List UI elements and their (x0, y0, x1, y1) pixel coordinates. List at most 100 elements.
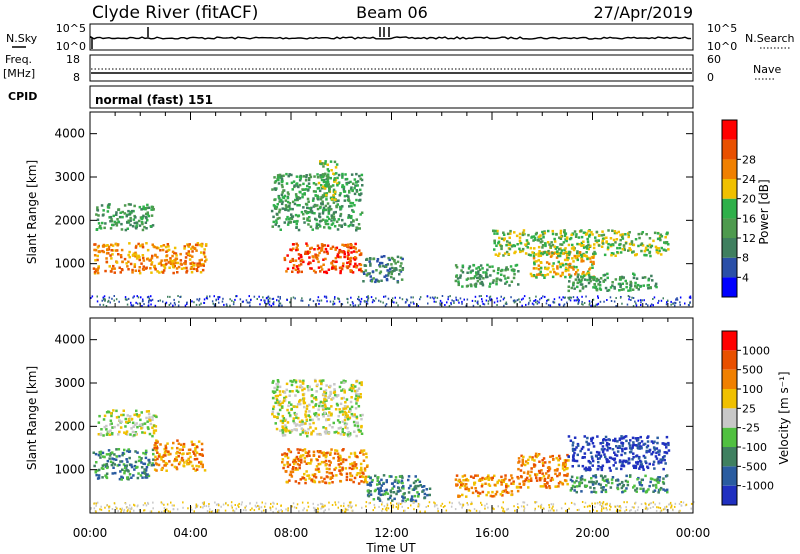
data-cell (619, 285, 622, 288)
data-cell (613, 457, 617, 460)
data-cell (352, 220, 355, 223)
data-cell (393, 267, 396, 270)
ground-scatter (127, 297, 130, 300)
data-cell (581, 276, 585, 279)
data-cell (519, 250, 522, 254)
data-cell (335, 172, 338, 175)
data-cell (134, 460, 138, 464)
data-cell (578, 484, 581, 488)
data-cell (346, 418, 350, 421)
data-cell (547, 252, 551, 255)
ground-scatter (433, 297, 435, 300)
data-cell (582, 259, 585, 263)
data-cell (271, 225, 274, 228)
data-cell (412, 488, 416, 491)
data-cell (642, 487, 645, 491)
data-cell (638, 445, 641, 448)
freq-low: 8 (73, 71, 80, 84)
data-cell (289, 450, 293, 454)
ground-scatter (93, 502, 95, 505)
ground-scatter (333, 297, 336, 300)
data-cell (96, 269, 99, 272)
data-cell (575, 490, 578, 494)
data-cell (144, 215, 148, 219)
data-cell (136, 476, 140, 480)
data-cell (176, 261, 180, 265)
data-cell (570, 233, 573, 237)
ground-scatter (556, 509, 558, 512)
data-cell (327, 212, 331, 215)
data-cell (138, 266, 141, 269)
data-cell (303, 429, 307, 433)
data-cell (352, 246, 355, 249)
data-cell (657, 462, 660, 465)
data-cell (637, 232, 640, 236)
data-cell (352, 210, 355, 213)
data-cell (591, 464, 594, 467)
data-cell (309, 418, 312, 422)
data-cell (527, 486, 530, 489)
data-cell (634, 253, 637, 257)
data-cell (129, 210, 132, 214)
ground-scatter (359, 303, 362, 306)
ground-scatter (258, 508, 260, 511)
ground-scatter (678, 502, 681, 505)
data-cell (335, 205, 338, 209)
data-cell (545, 261, 549, 264)
data-cell (359, 213, 362, 216)
data-cell (145, 410, 149, 413)
data-cell (328, 187, 331, 191)
data-cell (622, 436, 625, 440)
data-cell (355, 466, 358, 470)
ground-scatter (515, 300, 517, 303)
data-cell (190, 271, 194, 274)
data-cell (616, 487, 620, 491)
data-cell (603, 278, 607, 282)
ground-scatter (439, 299, 442, 302)
data-cell (166, 450, 170, 453)
ground-scatter (317, 503, 319, 506)
data-cell (614, 439, 617, 443)
ground-scatter (324, 504, 326, 507)
ground-scatter (234, 298, 236, 301)
data-cell (164, 464, 168, 467)
data-cell (646, 440, 650, 443)
beam-title: Beam 06 (356, 3, 428, 22)
data-cell (570, 247, 574, 250)
ground-scatter (162, 300, 164, 303)
data-cell (572, 265, 575, 269)
ground-scatter (218, 504, 220, 507)
data-cell (125, 420, 128, 424)
data-cell (182, 445, 185, 448)
data-cell (547, 466, 551, 469)
data-cell (580, 275, 583, 278)
data-cell (198, 243, 202, 247)
data-cell (556, 252, 559, 255)
data-cell (551, 251, 554, 255)
ground-scatter (165, 508, 167, 511)
ground-scatter (606, 299, 608, 301)
data-cell (471, 269, 474, 272)
data-cell (544, 472, 548, 475)
ground-scatter (553, 301, 556, 304)
ground-scatter (526, 503, 529, 506)
data-cell (569, 489, 573, 492)
data-cell (283, 419, 287, 422)
data-cell (111, 223, 114, 227)
data-cell (407, 491, 411, 494)
data-cell (141, 222, 144, 226)
data-cell (316, 187, 320, 190)
data-cell (288, 463, 292, 466)
ground-scatter (319, 502, 322, 505)
data-cell (280, 202, 284, 206)
data-cell (657, 251, 660, 255)
ground-scatter (326, 300, 328, 303)
ground-scatter (640, 304, 642, 306)
data-cell (325, 192, 329, 195)
data-cell (618, 459, 622, 462)
data-cell (324, 432, 328, 435)
data-cell (305, 242, 308, 245)
data-cell (138, 269, 141, 272)
data-cell (634, 466, 638, 470)
ground-scatter (536, 300, 539, 303)
